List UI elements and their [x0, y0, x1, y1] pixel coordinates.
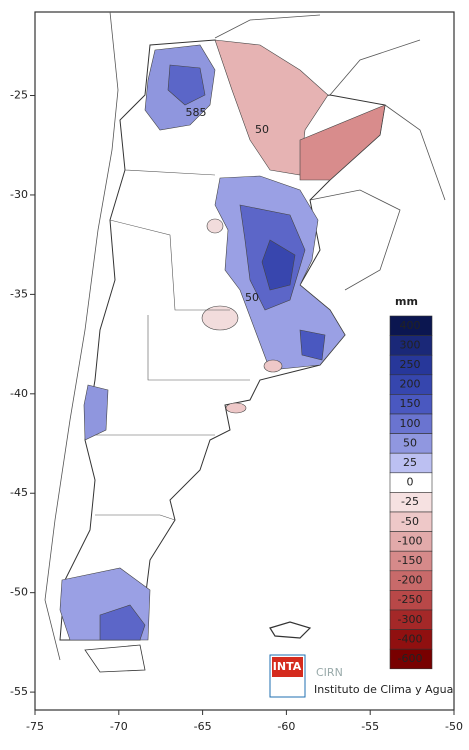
y-tick-label: -55 [10, 685, 28, 698]
logo-subtitle: Instituto de Clima y Agua [314, 683, 453, 696]
legend-label: 150 [400, 397, 421, 410]
legend-label: 300 [400, 338, 421, 351]
y-tick-label: -35 [10, 287, 28, 300]
legend-label: -100 [398, 534, 423, 547]
legend-label: 0 [407, 476, 414, 489]
anomaly-area [206, 218, 224, 234]
legend-label: 200 [400, 378, 421, 391]
legend-title: mm [395, 295, 418, 308]
legend-swatch [389, 648, 433, 670]
map-layer [44, 11, 446, 673]
legend-label: -25 [401, 495, 419, 508]
province-lines [95, 169, 250, 521]
contour-label: 50 [255, 123, 269, 136]
x-tick-label: -70 [110, 720, 128, 733]
neighbor-borders [214, 14, 446, 291]
anomaly-area [299, 329, 326, 361]
contour-label: 50 [245, 291, 259, 304]
legend-label: -300 [398, 613, 423, 626]
x-tick-label: -55 [361, 720, 379, 733]
legend-label: 50 [403, 436, 417, 449]
x-tick-label: -50 [445, 720, 463, 733]
legend-label: -400 [398, 632, 423, 645]
anomaly-area [167, 64, 206, 106]
anomaly-area [99, 604, 146, 641]
anomaly-area [299, 104, 386, 181]
y-tick-label: -25 [10, 89, 28, 102]
legend-label: 25 [403, 456, 417, 469]
legend-label: -150 [398, 554, 423, 567]
legend-label: 250 [400, 358, 421, 371]
legend-label: -50 [401, 515, 419, 528]
y-tick-label: -50 [10, 586, 28, 599]
island [269, 621, 312, 639]
legend-label: 100 [400, 417, 421, 430]
y-tick-label: -40 [10, 387, 28, 400]
logo-org: CIRN [316, 666, 343, 679]
x-tick-label: -75 [26, 720, 44, 733]
legend-label: -250 [398, 593, 423, 606]
logo-mark [272, 657, 303, 677]
x-tick-label: -65 [194, 720, 212, 733]
y-tick-label: -45 [10, 486, 28, 499]
anomaly-area [261, 239, 296, 291]
anomaly-area [201, 305, 239, 331]
legend-label: -600 [398, 652, 423, 665]
coastline-chile [44, 11, 119, 661]
x-tick-label: -60 [277, 720, 295, 733]
anomaly-area [263, 359, 283, 373]
contour-label: 585 [186, 106, 207, 119]
logo-name: INTA [273, 660, 302, 673]
island [84, 644, 146, 673]
legend-label: 400 [400, 319, 421, 332]
y-tick-label: -30 [10, 188, 28, 201]
anomaly-area [225, 402, 247, 414]
legend-label: -200 [398, 574, 423, 587]
